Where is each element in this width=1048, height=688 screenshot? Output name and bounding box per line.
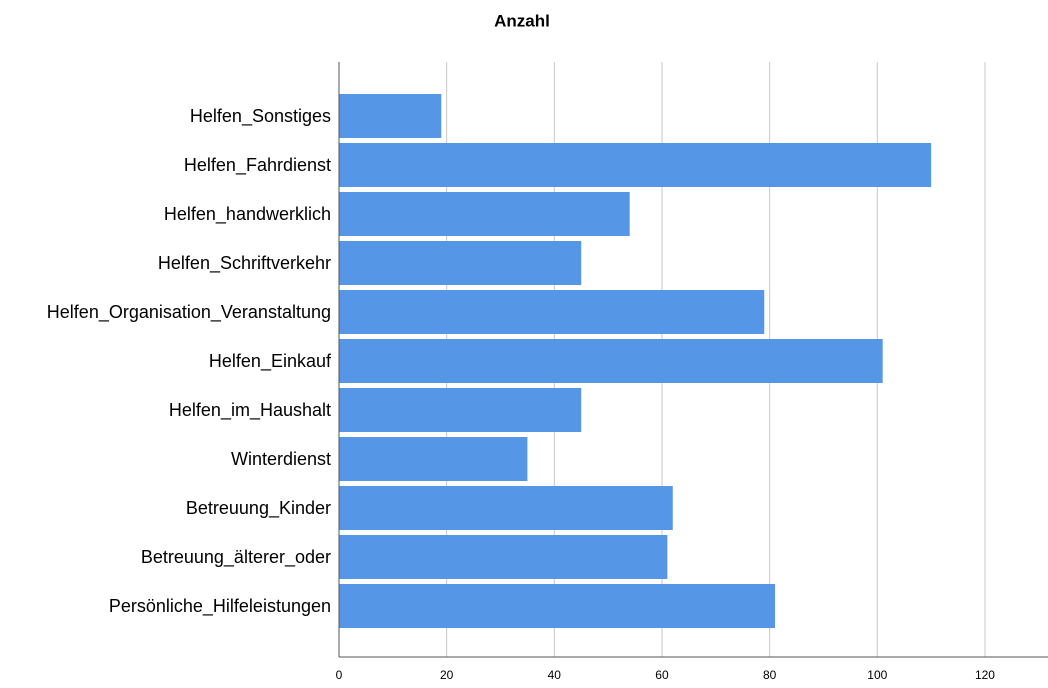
y-tick-label: Helfen_Organisation_Veranstaltung <box>47 302 331 323</box>
y-tick-label: Persönliche_Hilfeleistungen <box>109 596 331 617</box>
y-tick-label: Helfen_Fahrdienst <box>184 155 331 176</box>
y-tick-label: Helfen_im_Haushalt <box>169 400 331 421</box>
bar <box>339 437 528 481</box>
y-tick-label: Betreuung_älterer_oder <box>141 547 331 568</box>
bar <box>339 143 932 187</box>
x-tick-label: 60 <box>655 668 669 682</box>
bar <box>339 535 668 579</box>
x-tick-label: 40 <box>548 668 562 682</box>
y-tick-label: Helfen_Einkauf <box>209 351 332 372</box>
bar <box>339 584 776 628</box>
y-tick-label: Winterdienst <box>231 449 331 469</box>
bar <box>339 241 582 285</box>
y-tick-label: Betreuung_Kinder <box>186 498 331 519</box>
x-tick-label: 0 <box>336 668 343 682</box>
bar <box>339 290 765 334</box>
y-tick-label: Helfen_handwerklich <box>164 204 331 225</box>
bar <box>339 486 673 530</box>
bar <box>339 388 582 432</box>
chart-title: Anzahl <box>494 11 550 30</box>
y-tick-label: Helfen_Sonstiges <box>190 106 331 127</box>
x-tick-label: 80 <box>763 668 777 682</box>
bar <box>339 339 883 383</box>
bar <box>339 94 442 138</box>
x-tick-label: 20 <box>440 668 454 682</box>
y-tick-label: Helfen_Schriftverkehr <box>158 253 331 274</box>
bar <box>339 192 630 236</box>
x-tick-label: 120 <box>975 668 995 682</box>
x-tick-label: 100 <box>867 668 887 682</box>
